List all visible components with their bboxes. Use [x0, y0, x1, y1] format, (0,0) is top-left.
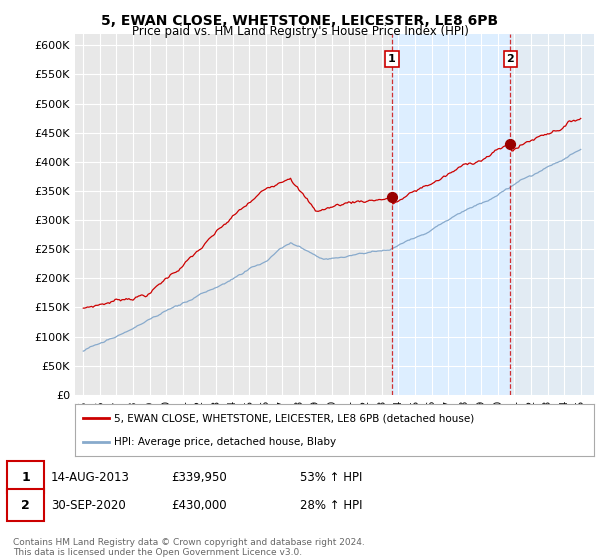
Text: 30-SEP-2020: 30-SEP-2020 — [51, 498, 126, 512]
Text: 14-AUG-2013: 14-AUG-2013 — [51, 470, 130, 484]
Text: 2: 2 — [506, 54, 514, 64]
Text: 28% ↑ HPI: 28% ↑ HPI — [300, 498, 362, 512]
Text: 5, EWAN CLOSE, WHETSTONE, LEICESTER, LE8 6PB: 5, EWAN CLOSE, WHETSTONE, LEICESTER, LE8… — [101, 14, 499, 28]
Text: 5, EWAN CLOSE, WHETSTONE, LEICESTER, LE8 6PB (detached house): 5, EWAN CLOSE, WHETSTONE, LEICESTER, LE8… — [114, 413, 474, 423]
Text: HPI: Average price, detached house, Blaby: HPI: Average price, detached house, Blab… — [114, 437, 336, 447]
Text: 2: 2 — [22, 498, 30, 512]
Point — [387, 192, 397, 201]
Bar — [392, 34, 510, 395]
Point — [505, 140, 515, 149]
Text: Contains HM Land Registry data © Crown copyright and database right 2024.
This d: Contains HM Land Registry data © Crown c… — [13, 538, 365, 557]
Text: Price paid vs. HM Land Registry's House Price Index (HPI): Price paid vs. HM Land Registry's House … — [131, 25, 469, 38]
Text: 1: 1 — [388, 54, 396, 64]
Text: 1: 1 — [22, 470, 30, 484]
Bar — [510, 34, 594, 395]
Text: 53% ↑ HPI: 53% ↑ HPI — [300, 470, 362, 484]
Text: £339,950: £339,950 — [171, 470, 227, 484]
Text: £430,000: £430,000 — [171, 498, 227, 512]
